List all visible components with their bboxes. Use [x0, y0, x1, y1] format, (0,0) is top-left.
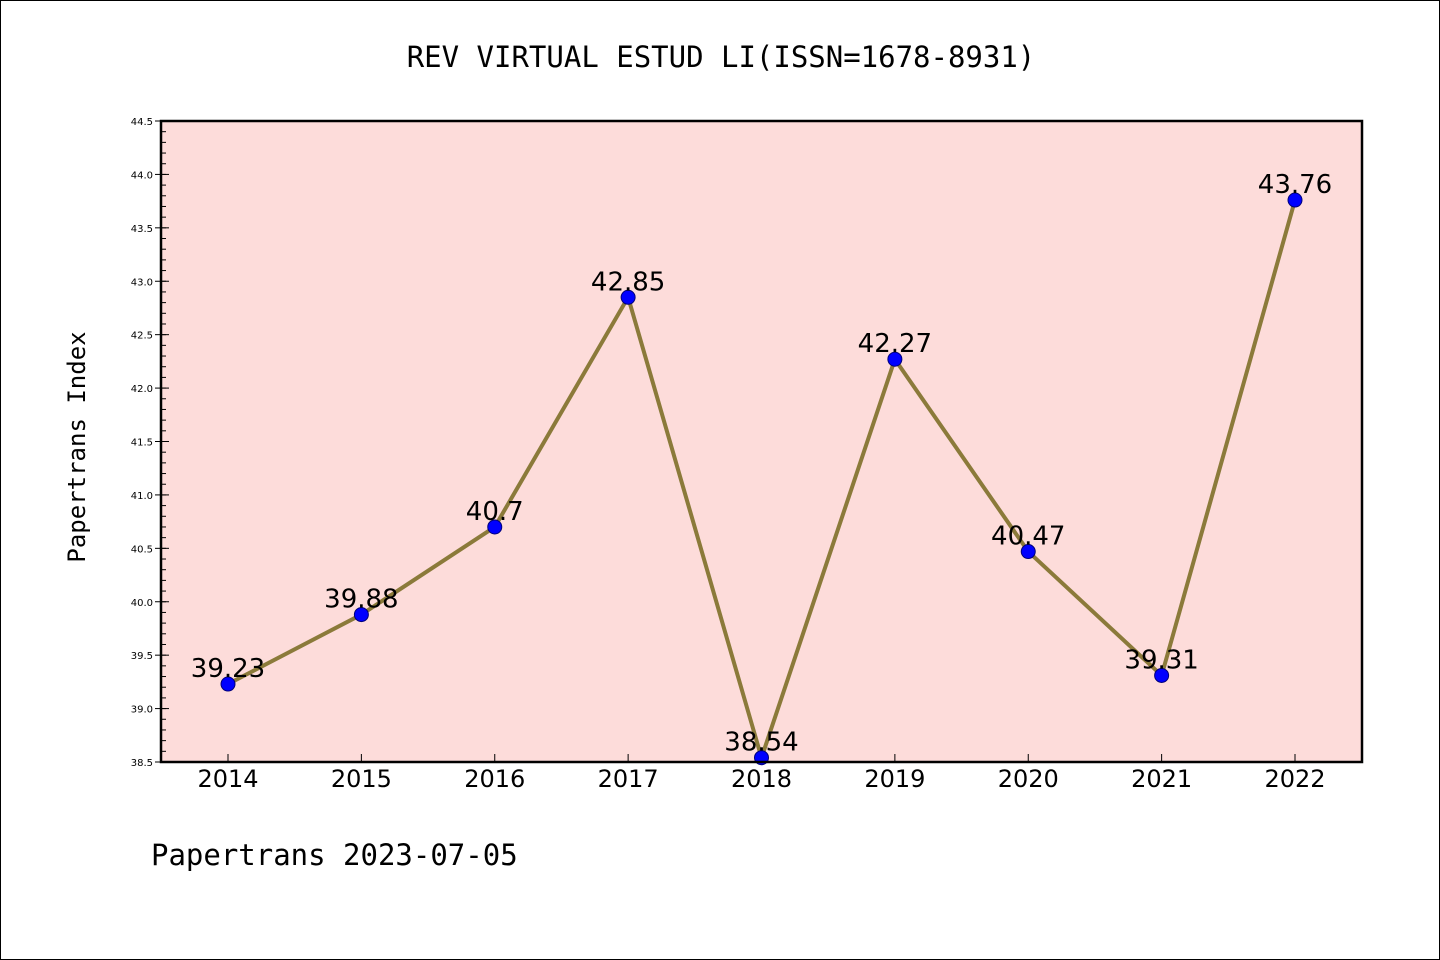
x-tick-label: 2016 — [464, 765, 525, 793]
y-axis-label: Papertrans Index — [63, 331, 91, 562]
data-label: 40.47 — [991, 522, 1065, 552]
x-axis: 2014 2015 2016 2017 2018 2019 2020 2021 2022 — [197, 754, 1326, 793]
x-tick-label: 2022 — [1264, 765, 1325, 793]
data-label: 42.85 — [591, 267, 665, 297]
data-label: 38.54 — [724, 728, 798, 758]
data-point — [1287, 192, 1303, 208]
y-tick-label: 40.0 — [131, 598, 153, 609]
x-tick-label: 2015 — [331, 765, 392, 793]
y-tick-label: 39.5 — [131, 651, 153, 662]
y-tick-label: 41.0 — [131, 491, 153, 502]
data-label: 40.7 — [466, 497, 524, 527]
data-label: 39.88 — [324, 585, 398, 615]
series-group — [220, 192, 1303, 766]
data-point — [353, 607, 369, 623]
y-tick-label: 44.0 — [131, 170, 153, 181]
y-tick-label: 43.0 — [131, 277, 153, 288]
x-tick-label: 2021 — [1131, 765, 1192, 793]
x-tick-label: 2014 — [197, 765, 258, 793]
data-labels: 39.23 39.88 40.7 42.85 38.54 42.27 40.47 39.31 4… — [191, 170, 1332, 758]
y-tick-label: 38.5 — [131, 758, 153, 769]
y-tick-label: 41.5 — [131, 438, 153, 449]
y-axis: 38.5 39.0 39.5 40.0 40.5 41.0 41.5 42.0 42.5 43.0… — [131, 117, 169, 769]
y-tick-label: 39.0 — [131, 705, 153, 716]
y-tick-label: 43.5 — [131, 224, 153, 235]
data-label: 39.23 — [191, 654, 265, 684]
y-tick-label: 44.5 — [131, 117, 153, 128]
data-label: 39.31 — [1124, 645, 1198, 675]
y-tick-label: 42.5 — [131, 331, 153, 342]
data-point — [220, 676, 236, 692]
x-tick-label: 2018 — [731, 765, 792, 793]
data-point — [1020, 544, 1036, 560]
y-tick-label: 42.0 — [131, 384, 153, 395]
x-tick-label: 2019 — [864, 765, 925, 793]
plot-area — [161, 121, 1362, 762]
plot-frame — [159, 119, 1364, 764]
x-tick-label: 2020 — [998, 765, 1059, 793]
data-label: 43.76 — [1258, 170, 1332, 200]
data-label: 42.27 — [858, 329, 932, 359]
data-point — [1154, 667, 1170, 683]
data-point — [887, 351, 903, 367]
footer-text: Papertrans 2023-07-05 — [151, 838, 518, 872]
y-tick-label: 40.5 — [131, 544, 153, 555]
chart-title: REV VIRTUAL ESTUD LI(ISSN=1678-8931) — [407, 40, 1036, 74]
data-point — [487, 519, 503, 535]
data-point — [620, 289, 636, 305]
x-tick-label: 2017 — [598, 765, 659, 793]
